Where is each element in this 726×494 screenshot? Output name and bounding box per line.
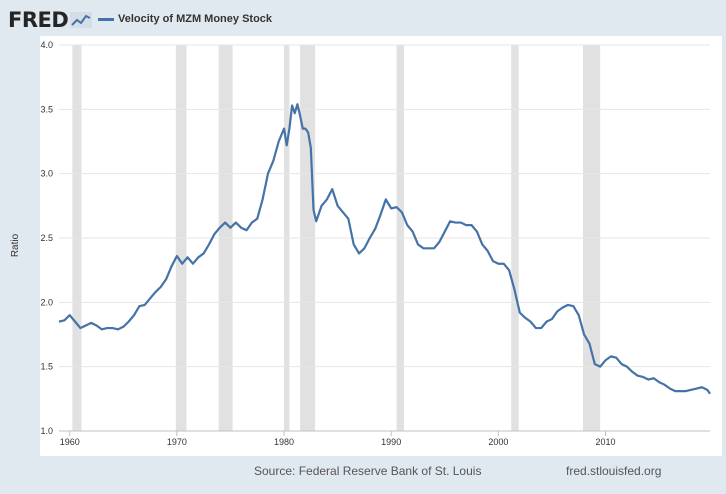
chart-legend: Velocity of MZM Money Stock xyxy=(98,13,272,25)
y-axis-ticks: 1.0 1.5 2.0 2.5 3.0 3.5 4.0 xyxy=(40,40,53,436)
y-tick-label: 2.5 xyxy=(40,233,53,243)
source-note: Source: Federal Reserve Bank of St. Loui… xyxy=(254,464,482,478)
y-tick-label: 2.0 xyxy=(40,297,53,307)
x-tick-label: 1990 xyxy=(381,437,401,447)
y-tick-label: 1.5 xyxy=(40,362,53,372)
y-axis-label: Ratio xyxy=(10,233,22,258)
legend-swatch xyxy=(98,17,114,21)
fred-logo-text: FRED xyxy=(8,8,69,32)
x-axis-ticks: 1960 1970 1980 1990 2000 2010 xyxy=(59,430,710,447)
y-tick-label: 3.5 xyxy=(40,104,53,114)
chart-frame xyxy=(40,36,722,456)
x-tick-label: 2010 xyxy=(596,437,616,447)
x-tick-label: 1960 xyxy=(60,437,80,447)
x-tick-label: 1980 xyxy=(274,437,294,447)
series-line xyxy=(58,103,711,395)
legend-label: Velocity of MZM Money Stock xyxy=(118,13,273,25)
y-tick-label: 3.0 xyxy=(40,169,53,179)
trend-line-icon xyxy=(70,12,93,28)
fred-logo[interactable]: FRED xyxy=(8,8,93,32)
source-url[interactable]: fred.stlouisfed.org xyxy=(566,464,662,478)
y-tick-label: 4.0 xyxy=(40,40,53,50)
y-tick-label: 1.0 xyxy=(40,426,53,436)
x-tick-label: 1970 xyxy=(167,437,187,447)
x-tick-label: 2000 xyxy=(488,437,508,447)
